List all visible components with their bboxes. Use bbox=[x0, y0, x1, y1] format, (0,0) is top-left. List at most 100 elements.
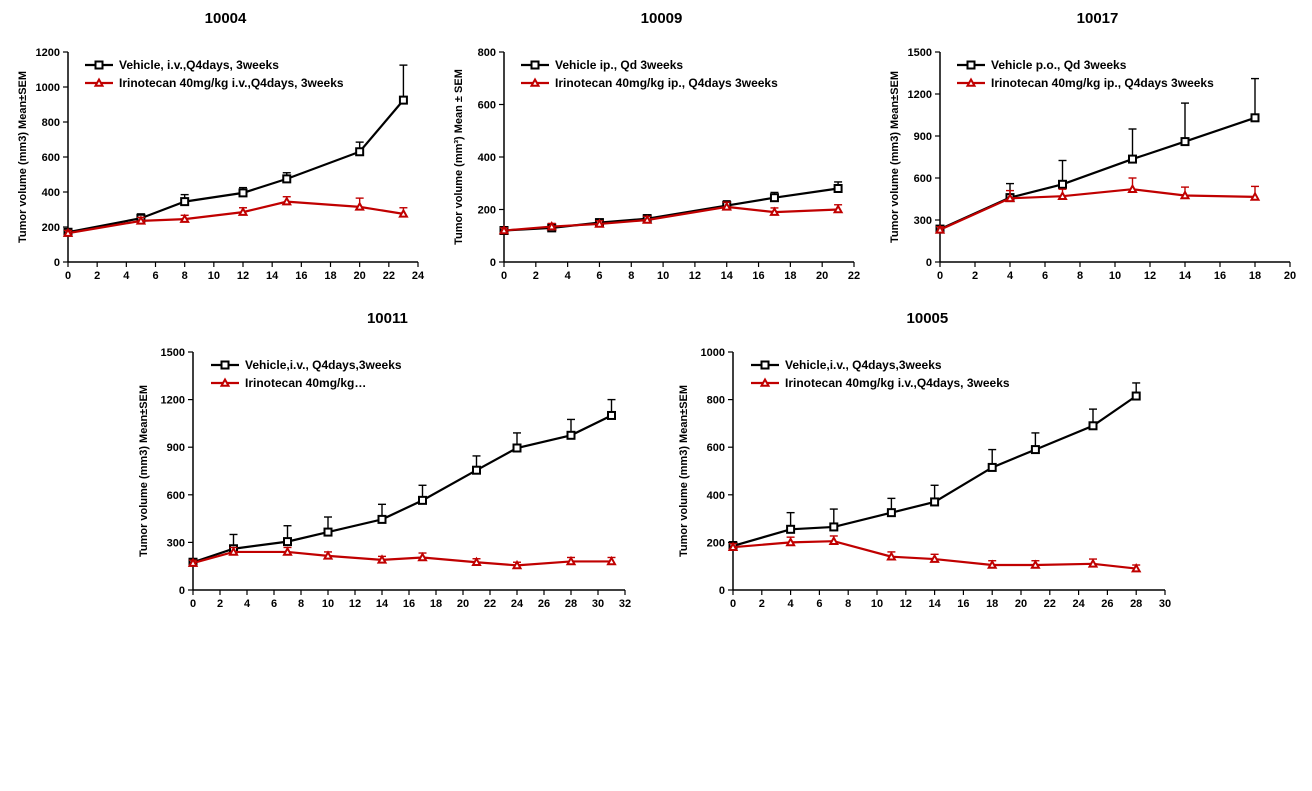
svg-text:18: 18 bbox=[1249, 270, 1261, 282]
chart-svg: 02468101214161820220200400600800Tumor vo… bbox=[446, 10, 866, 300]
svg-text:20: 20 bbox=[1284, 270, 1296, 282]
svg-text:0: 0 bbox=[190, 598, 196, 610]
svg-text:0: 0 bbox=[937, 270, 943, 282]
svg-text:24: 24 bbox=[1072, 598, 1085, 610]
svg-text:24: 24 bbox=[412, 270, 425, 282]
svg-text:10: 10 bbox=[322, 598, 334, 610]
chart-panel-10011: 1001102468101214161820222426283032030060… bbox=[131, 310, 641, 630]
svg-text:600: 600 bbox=[42, 152, 60, 164]
svg-text:22: 22 bbox=[484, 598, 496, 610]
svg-text:1200: 1200 bbox=[161, 395, 185, 407]
svg-text:900: 900 bbox=[914, 131, 932, 143]
svg-text:30: 30 bbox=[1159, 598, 1171, 610]
svg-text:6: 6 bbox=[271, 598, 277, 610]
svg-text:4: 4 bbox=[123, 270, 130, 282]
svg-text:18: 18 bbox=[986, 598, 998, 610]
svg-text:12: 12 bbox=[689, 270, 701, 282]
svg-text:2: 2 bbox=[217, 598, 223, 610]
svg-text:28: 28 bbox=[1130, 598, 1142, 610]
svg-text:400: 400 bbox=[707, 490, 725, 502]
svg-text:6: 6 bbox=[1042, 270, 1048, 282]
svg-text:8: 8 bbox=[628, 270, 634, 282]
svg-text:14: 14 bbox=[376, 598, 389, 610]
svg-text:24: 24 bbox=[511, 598, 524, 610]
chart-svg: 0246810121416182022242628303203006009001… bbox=[131, 310, 641, 630]
svg-text:1200: 1200 bbox=[908, 89, 932, 101]
svg-text:30: 30 bbox=[592, 598, 604, 610]
svg-text:400: 400 bbox=[42, 187, 60, 199]
legend-label: Irinotecan 40mg/kg i.v.,Q4days, 3weeks bbox=[785, 376, 1010, 390]
chart-grid: 1000402468101214161820222402004006008001… bbox=[10, 10, 1302, 630]
svg-text:4: 4 bbox=[244, 598, 251, 610]
row-1: 1000402468101214161820222402004006008001… bbox=[10, 10, 1302, 300]
svg-text:4: 4 bbox=[788, 598, 795, 610]
svg-text:18: 18 bbox=[324, 270, 336, 282]
svg-text:300: 300 bbox=[167, 537, 185, 549]
legend-label: Irinotecan 40mg/kg… bbox=[245, 376, 366, 390]
svg-text:600: 600 bbox=[167, 490, 185, 502]
svg-text:0: 0 bbox=[730, 598, 736, 610]
svg-text:22: 22 bbox=[848, 270, 860, 282]
svg-text:600: 600 bbox=[914, 173, 932, 185]
svg-text:800: 800 bbox=[478, 47, 496, 59]
y-axis-label: Tumor volume (mm3) Mean±SEM bbox=[889, 71, 901, 243]
svg-text:1500: 1500 bbox=[908, 47, 932, 59]
svg-text:26: 26 bbox=[1101, 598, 1113, 610]
svg-text:4: 4 bbox=[1007, 270, 1014, 282]
svg-text:2: 2 bbox=[972, 270, 978, 282]
svg-text:2: 2 bbox=[533, 270, 539, 282]
chart-panel-10004: 1000402468101214161820222402004006008001… bbox=[10, 10, 430, 300]
svg-text:18: 18 bbox=[430, 598, 442, 610]
svg-text:4: 4 bbox=[565, 270, 572, 282]
svg-text:8: 8 bbox=[182, 270, 188, 282]
svg-text:0: 0 bbox=[179, 585, 185, 597]
svg-text:800: 800 bbox=[707, 395, 725, 407]
svg-text:18: 18 bbox=[784, 270, 796, 282]
svg-text:600: 600 bbox=[478, 100, 496, 112]
svg-text:12: 12 bbox=[1144, 270, 1156, 282]
svg-text:0: 0 bbox=[926, 257, 932, 269]
legend-label: Irinotecan 40mg/kg i.v.,Q4days, 3weeks bbox=[119, 76, 344, 90]
svg-text:8: 8 bbox=[845, 598, 851, 610]
svg-text:2: 2 bbox=[759, 598, 765, 610]
row-2: 1001102468101214161820222426283032030060… bbox=[10, 310, 1302, 630]
y-axis-label: Tumor volume (mm³) Mean ± SEM bbox=[453, 69, 465, 245]
y-axis-label: Tumor volume (mm3) Mean±SEM bbox=[678, 385, 690, 557]
svg-text:10: 10 bbox=[208, 270, 220, 282]
legend-label: Vehicle p.o., Qd 3weeks bbox=[991, 58, 1127, 72]
svg-text:20: 20 bbox=[1015, 598, 1027, 610]
svg-text:12: 12 bbox=[237, 270, 249, 282]
chart-panel-10009: 1000902468101214161820220200400600800Tum… bbox=[446, 10, 866, 300]
svg-text:20: 20 bbox=[354, 270, 366, 282]
svg-text:14: 14 bbox=[1179, 270, 1192, 282]
svg-text:0: 0 bbox=[54, 257, 60, 269]
svg-text:0: 0 bbox=[501, 270, 507, 282]
svg-text:900: 900 bbox=[167, 442, 185, 454]
svg-text:16: 16 bbox=[752, 270, 764, 282]
svg-text:0: 0 bbox=[719, 585, 725, 597]
svg-text:14: 14 bbox=[266, 270, 279, 282]
svg-text:20: 20 bbox=[457, 598, 469, 610]
legend-label: Vehicle, i.v.,Q4days, 3weeks bbox=[119, 58, 279, 72]
chart-svg: 0246810121416182022240200400600800100012… bbox=[10, 10, 430, 300]
panel-title: 10004 bbox=[205, 10, 247, 27]
svg-text:22: 22 bbox=[383, 270, 395, 282]
svg-text:1200: 1200 bbox=[36, 47, 60, 59]
panel-title: 10011 bbox=[367, 310, 408, 327]
svg-text:16: 16 bbox=[957, 598, 969, 610]
legend-label: Vehicle,i.v., Q4days,3weeks bbox=[785, 358, 942, 372]
svg-text:14: 14 bbox=[721, 270, 734, 282]
panel-title: 10009 bbox=[641, 10, 683, 27]
legend-label: Vehicle ip., Qd 3weeks bbox=[555, 58, 683, 72]
svg-text:10: 10 bbox=[657, 270, 669, 282]
y-axis-label: Tumor volume (mm3) Mean±SEM bbox=[138, 385, 150, 557]
chart-svg: 02468101214161820030060090012001500Tumor… bbox=[882, 10, 1302, 300]
svg-text:16: 16 bbox=[1214, 270, 1226, 282]
svg-text:28: 28 bbox=[565, 598, 577, 610]
svg-text:200: 200 bbox=[42, 222, 60, 234]
svg-text:20: 20 bbox=[816, 270, 828, 282]
panel-title: 10005 bbox=[907, 310, 949, 327]
chart-panel-10017: 1001702468101214161820030060090012001500… bbox=[882, 10, 1302, 300]
svg-text:22: 22 bbox=[1044, 598, 1056, 610]
legend-label: Irinotecan 40mg/kg ip., Q4days 3weeks bbox=[555, 76, 778, 90]
